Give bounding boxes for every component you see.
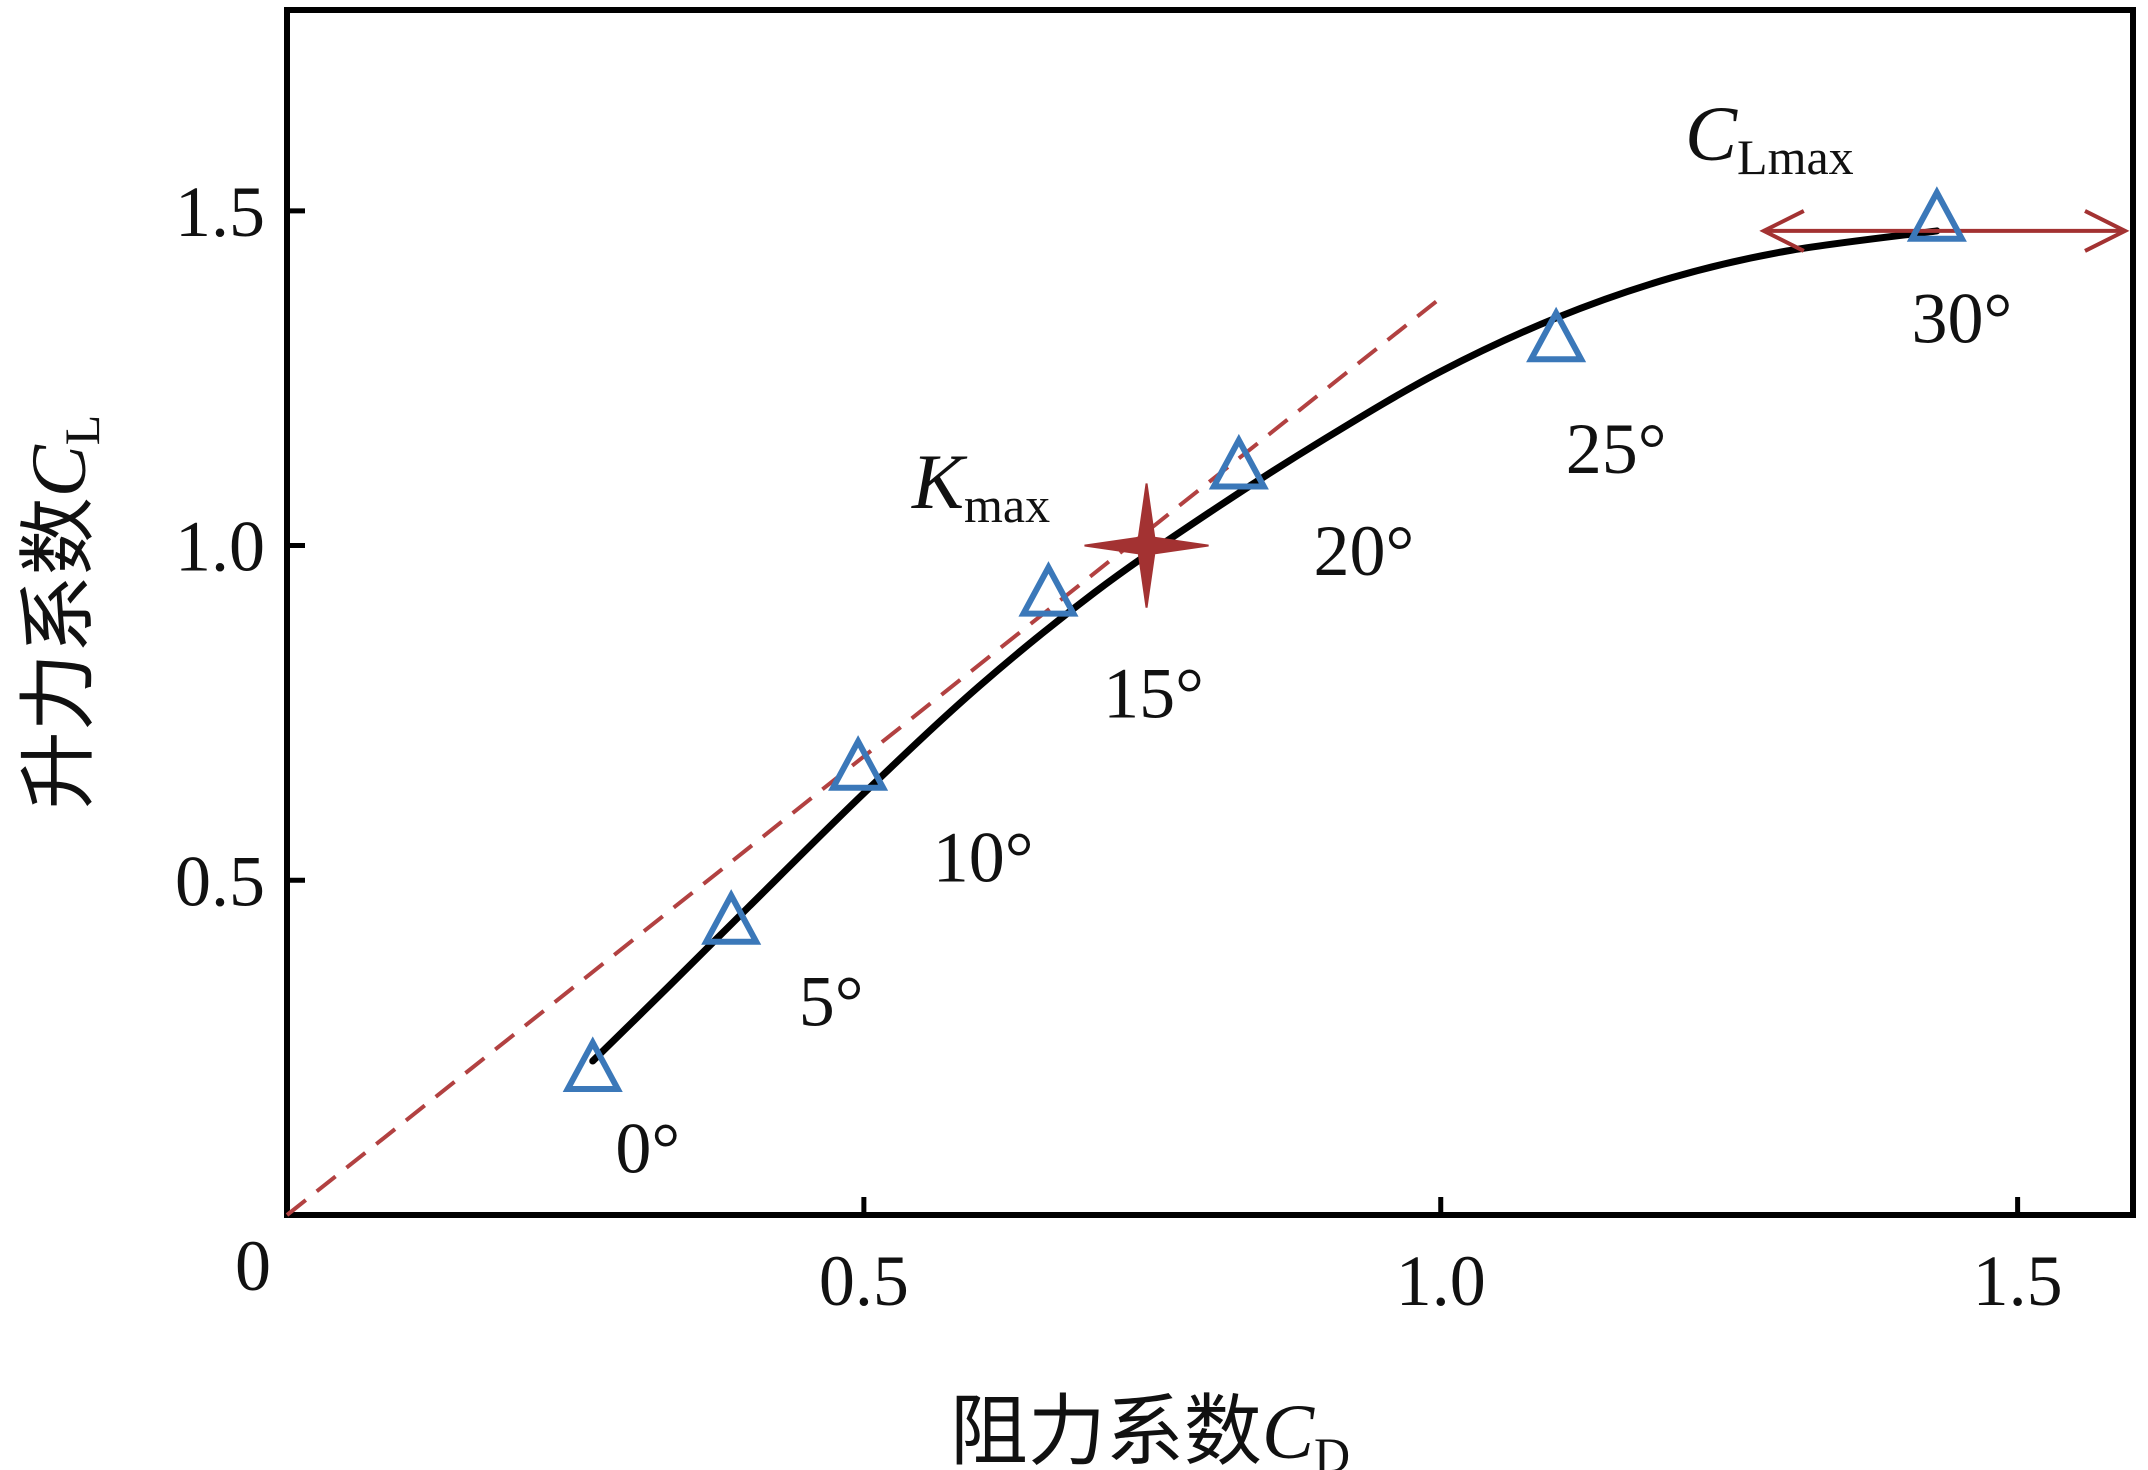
data-point-triangle — [562, 1036, 623, 1092]
clmax-label: CLmax — [1685, 90, 1854, 185]
clmax-arrow-layer — [1759, 209, 2130, 253]
y-tick-label: 1.5 — [175, 172, 265, 252]
y-axis-label: 升力系数CL — [15, 415, 110, 810]
angle-label: 10° — [933, 817, 1034, 897]
fit-curve — [589, 227, 1941, 1065]
angle-labels: 0° 5° 10° 15° 20° 25° 30° — [615, 279, 2012, 1189]
x-tick-label: 1.5 — [1973, 1241, 2063, 1321]
angle-label: 25° — [1566, 409, 1667, 489]
kmax-star — [1084, 483, 1209, 608]
x-axis-label-subscript: D — [1314, 1427, 1350, 1470]
y-tick-label: 1.0 — [175, 507, 265, 587]
data-point-triangle — [1526, 306, 1587, 363]
x-tick-label: 1.0 — [1396, 1241, 1486, 1321]
origin-label: 0 — [235, 1226, 271, 1306]
y-axis-label-subscript: L — [54, 415, 110, 446]
kmax-star-layer — [1084, 483, 1209, 608]
kmax-label-subscript: max — [964, 477, 1050, 533]
kmax-label-symbol: K — [911, 438, 968, 525]
data-point-triangle — [828, 735, 889, 791]
data-point-triangle — [1208, 433, 1269, 490]
data-point-triangle — [1018, 561, 1079, 617]
clmax-arrowhead-right — [2084, 209, 2130, 253]
y-tick-label: 0.5 — [175, 841, 265, 921]
axis-tick-labels: 0.5 1.0 1.5 0.5 1.0 1.5 — [175, 172, 2063, 1321]
clmax-label-subscript: Lmax — [1737, 129, 1854, 185]
x-axis-label-text: 阻力系数 — [950, 1388, 1262, 1470]
angle-label: 5° — [799, 961, 864, 1041]
axes-frame — [284, 7, 2136, 1218]
angle-label: 30° — [1911, 279, 2012, 359]
data-points-layer — [562, 186, 1967, 1092]
data-point-triangle — [701, 889, 762, 945]
angle-label: 20° — [1313, 511, 1414, 591]
clmax-arrowhead-left — [1759, 209, 1805, 253]
fit-curve-layer — [589, 227, 1941, 1065]
clmax-label-symbol: C — [1685, 90, 1738, 177]
y-axis-label-text: 升力系数 — [15, 497, 102, 809]
plot-frame — [284, 7, 2136, 1218]
angle-label: 0° — [615, 1109, 680, 1189]
x-axis-label-symbol: C — [1262, 1388, 1315, 1470]
kmax-label: Kmax — [911, 438, 1050, 533]
x-axis-label: 阻力系数CD — [950, 1388, 1350, 1470]
data-point-triangle — [1906, 186, 1967, 242]
x-tick-label: 0.5 — [819, 1241, 909, 1321]
axis-ticks — [287, 208, 2021, 1215]
y-axis-label-symbol: C — [15, 444, 102, 497]
angle-label: 15° — [1103, 653, 1204, 733]
